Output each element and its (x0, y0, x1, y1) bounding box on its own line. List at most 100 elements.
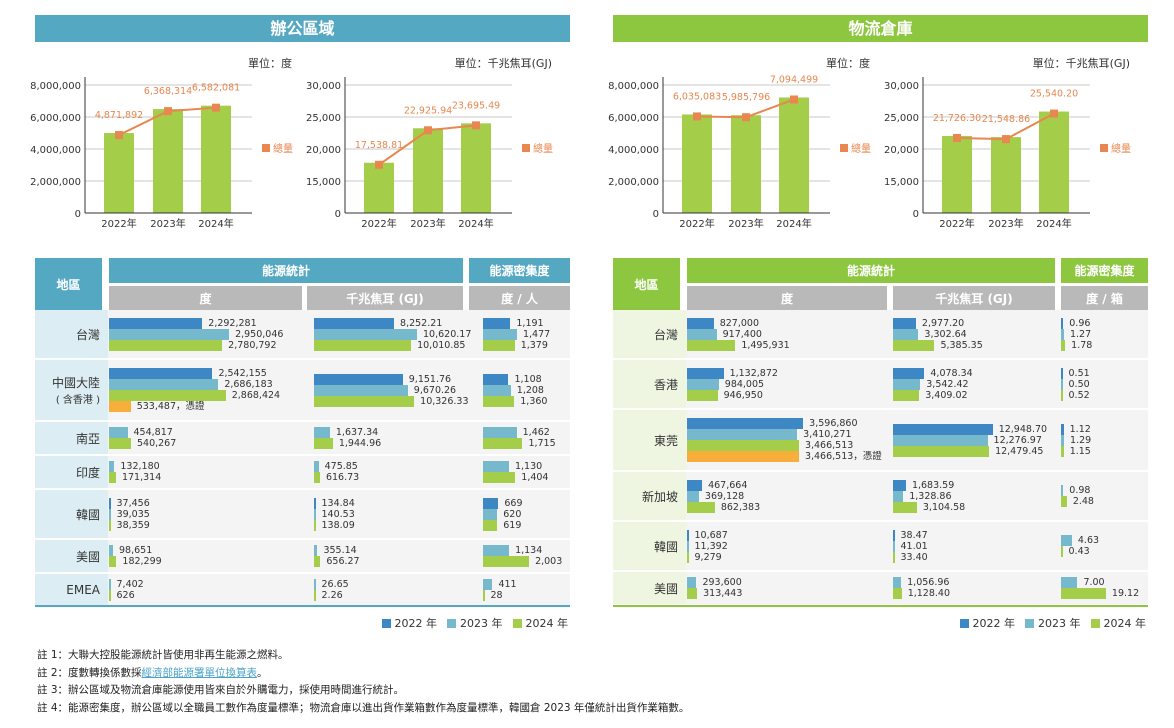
bar-item-2023: 1.27 (1061, 328, 1092, 340)
bar-value-label: 4.63 (1077, 535, 1100, 546)
x-tick-label: 2022年 (939, 217, 974, 230)
note-3: 註 3：辦公區域及物流倉庫能源使用皆來自於外購電力，採使用時間進行統計。 (37, 684, 405, 696)
legend-label: 2022 年 (394, 617, 438, 630)
footnotes: 註 1：大聯大控股能源統計皆使用非再生能源之燃料。 註 2：度數轉換係數採經濟部… (37, 647, 689, 717)
energy-conversion-table-link[interactable]: 經濟部能源署單位換算表 (141, 666, 258, 679)
kwh-cell: 1,132,872 984,005 946,950 (687, 360, 778, 408)
bar-2023 (109, 427, 128, 438)
bar-value-label: 1,495,931 (741, 339, 790, 351)
warehouse-table-bottom-line (613, 605, 1148, 607)
bar-value-label: 2,003 (535, 556, 563, 567)
bar-value-label: 1,944.96 (338, 438, 382, 449)
bar-2024 (1061, 445, 1064, 457)
warehouse-kwh-chart: 單位：度 0 2,000,000 4,000,000 6,000,000 8,000,00… (608, 56, 871, 230)
bar-value-label: 2,686,183 (224, 379, 273, 390)
gj-cell: 1,056.96 1,128.40 (893, 572, 950, 604)
gj-cell: 9,151.76 9,670.26 10,326.33 (314, 360, 469, 420)
bar-2022 (687, 317, 714, 329)
bar-value-label: 369,128 (704, 490, 745, 502)
bar-2024 (109, 519, 111, 531)
bar-value-label: 1.78 (1071, 339, 1093, 351)
warehouse-table-header: 地區 能源統計 能源密集度 度 千兆焦耳 (GJ) 度 / 箱 (613, 258, 1148, 310)
bar-item-2024: 171,314 (109, 472, 161, 483)
bar-value-label: 12,948.70 (998, 423, 1048, 435)
bar-item-2024: 946,950 (687, 389, 778, 401)
bar-item-cert: 3,466,513，憑證 (687, 451, 882, 462)
gj-cell: 26.65 2.26 (314, 574, 349, 606)
bar-value-label: 0.43 (1068, 546, 1090, 557)
unit-label: 單位：千兆焦耳(GJ) (455, 56, 552, 70)
bar-item-2024: 0.43 (1061, 546, 1099, 557)
bar-value-label: 3,302.64 (924, 328, 967, 340)
y-tick-label: 25,000 (884, 113, 919, 124)
bar-item-2024: 10,326.33 (314, 395, 469, 407)
bar-2023 (314, 384, 408, 396)
density-header: 能源密集度 (469, 258, 570, 283)
x-tick-label: 2024年 (776, 217, 811, 230)
legend-label: 總量 (851, 142, 871, 155)
bar-item-2024: 0.52 (1061, 389, 1090, 401)
bar-value-label: 293,600 (702, 577, 742, 588)
bar (153, 109, 183, 213)
bar-item-2023: 620 (483, 508, 523, 520)
bar-item-2023: 7,402 (109, 579, 144, 590)
bar-item-2022: 3,596,860 (687, 418, 882, 429)
bar-value-label: 10,010.85 (417, 339, 466, 351)
bar-item-2024: 540,267 (109, 438, 176, 449)
y-tick-label: 15,000 (306, 177, 341, 188)
bar-2024 (483, 395, 515, 407)
bar-item-2023: 140.53 (314, 508, 355, 520)
bar-value-label: 3,466,513，憑證 (804, 451, 882, 462)
density-cell: 1,191 1,477 1,379 (483, 310, 550, 358)
bar-2024 (314, 438, 333, 449)
region-name: 中國大陸 (51, 376, 100, 390)
gj-cell: 134.84 140.53 138.09 (314, 490, 355, 538)
y-tick-label: 0 (75, 209, 81, 220)
bar-item-2024: 12,479.45 (893, 445, 1047, 457)
office-year-legend: 2022 年 2023 年 2024 年 (381, 615, 568, 631)
data-label: 21,726.30 (933, 113, 981, 124)
bar (1039, 111, 1069, 213)
data-label: 21,548.86 (982, 114, 1030, 125)
bar-2024 (483, 556, 530, 567)
bar-value-label: 1,379 (520, 339, 548, 351)
x-tick-label: 2023年 (410, 217, 445, 230)
data-point (424, 126, 432, 135)
region-cell: 印度 (35, 456, 108, 488)
bar-2024 (314, 339, 412, 351)
bar-value-label: 9,670.26 (413, 384, 457, 396)
bar-value-label: 1,328.86 (909, 490, 952, 502)
legend-label: 2024 年 (1103, 617, 1147, 630)
gj-cell: 1,637.34 1,944.96 (314, 422, 381, 454)
unit-label: 單位：度 (248, 56, 292, 70)
bar-item-2024: 38,359 (109, 519, 150, 531)
bar-value-label: 2.48 (1072, 496, 1094, 507)
bar-value-label: 946,950 (723, 389, 763, 401)
bar-2023 (483, 328, 517, 340)
bar-2023 (483, 508, 498, 520)
bar-value-label: 411 (498, 579, 517, 590)
bar-value-label: 140.53 (321, 508, 355, 520)
office-title: 辦公區域 (35, 15, 570, 42)
bar-value-label: 33.40 (900, 551, 928, 563)
bar-2024 (893, 389, 920, 401)
y-tick-label: 4,000,000 (30, 145, 81, 156)
x-tick-label: 2023年 (988, 217, 1023, 230)
data-point (115, 131, 123, 140)
bar-2024 (314, 395, 415, 407)
region-name: 台灣 (653, 327, 678, 342)
bar-item-2024: 1,944.96 (314, 438, 381, 449)
bar-item-2023: 26.65 (314, 579, 349, 590)
region-name: 印度 (75, 465, 100, 480)
data-label: 25,540.20 (1030, 89, 1078, 100)
region-name: 新加坡 (641, 489, 678, 504)
bar-value-label: 41.01 (900, 540, 928, 552)
bar-item-2024: 1.78 (1061, 339, 1093, 351)
bar (413, 128, 443, 213)
bar-2024 (109, 472, 116, 483)
bar-value-label: 669 (504, 497, 523, 509)
density-cell: 4.63 0.43 (1061, 522, 1099, 570)
note-4: 註 4：能源密集度，辦公區域以全職員工數作為度量標準；物流倉庫以進出貨作業箱數作… (37, 701, 690, 714)
legend-swatch (840, 144, 848, 152)
legend-swatch (262, 144, 270, 152)
